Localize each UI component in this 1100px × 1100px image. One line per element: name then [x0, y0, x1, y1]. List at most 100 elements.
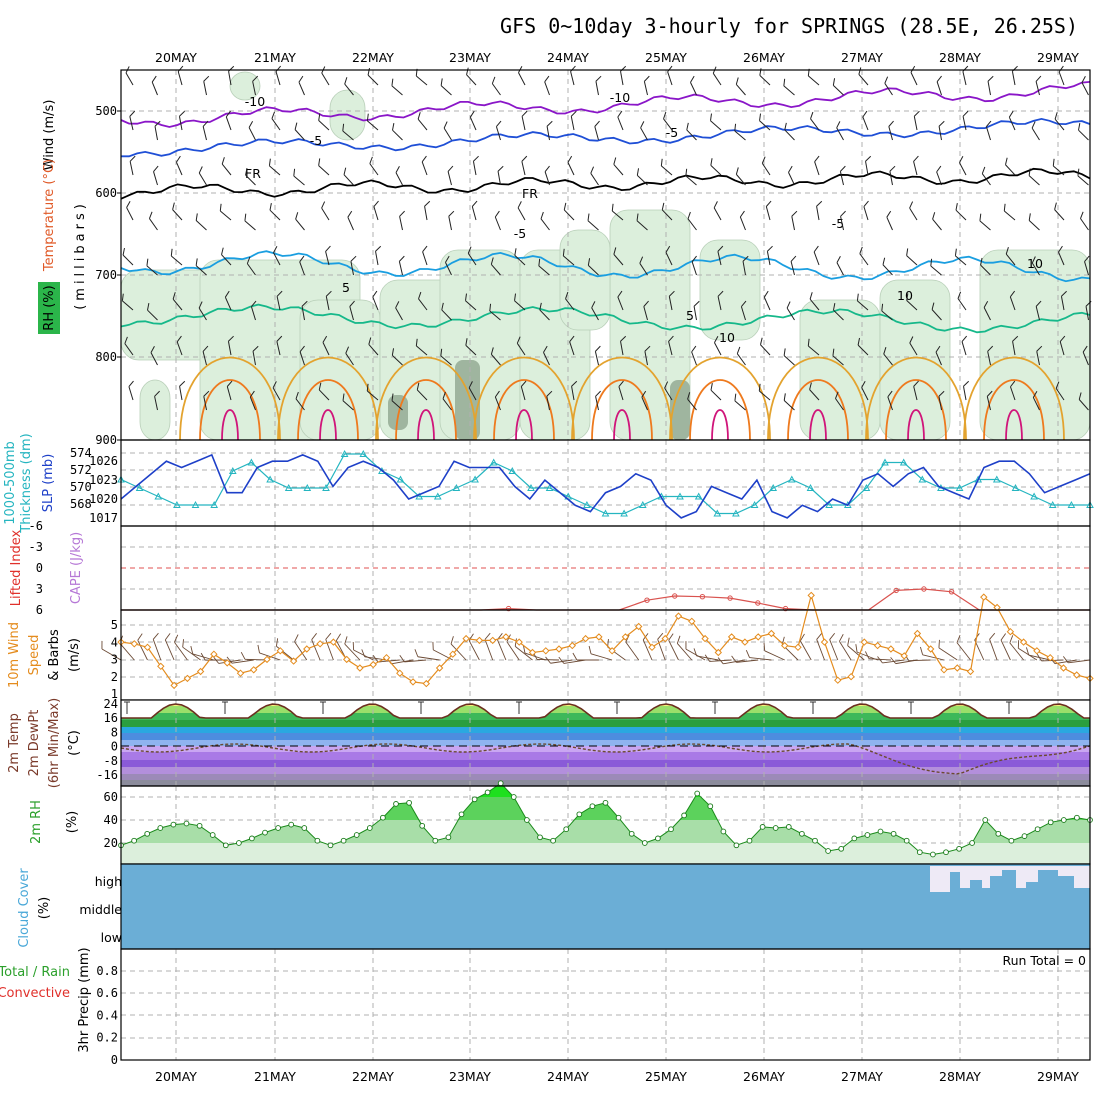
wind10-speed-line	[120, 593, 1091, 687]
wind-barb	[422, 245, 428, 266]
wind-barb	[784, 122, 795, 141]
wind-barb	[344, 77, 354, 96]
wind10-marker	[329, 638, 338, 646]
temp-band	[121, 720, 1090, 727]
wind10-barb	[226, 656, 254, 664]
rh-marker	[916, 849, 923, 856]
thickness-marker	[266, 475, 274, 483]
wind-barb	[369, 156, 379, 176]
wind-barb	[766, 245, 773, 266]
wind-barb	[1054, 112, 1065, 131]
wind-barb	[936, 75, 942, 96]
wind-barb	[153, 165, 159, 186]
wind-barb	[416, 382, 428, 401]
wind10-marker	[276, 647, 285, 655]
rh-marker	[890, 830, 897, 837]
wind-barb	[520, 380, 527, 401]
wind-barb	[122, 247, 134, 266]
wind-barb	[347, 210, 354, 231]
temp-band	[121, 767, 1090, 774]
wind-barb	[293, 168, 305, 186]
precip-tick: 0.2	[96, 1031, 118, 1045]
cloud-tick: middle	[79, 902, 122, 917]
wind-barb	[298, 75, 305, 96]
wind10-barb	[325, 632, 334, 661]
wind-barb	[685, 168, 697, 186]
contour-label: 10	[1027, 256, 1043, 271]
thickness-marker	[974, 475, 983, 483]
wind10-marker	[1019, 638, 1028, 646]
rh-marker	[380, 814, 386, 821]
top-date-label: 27MAY	[841, 50, 883, 65]
wind-barb	[490, 257, 501, 276]
thickness-marker	[1030, 492, 1038, 500]
wind10-barb	[352, 641, 374, 661]
wind-barb	[417, 112, 428, 131]
contour-20-loop	[493, 379, 555, 441]
wind10-markers	[117, 591, 1094, 690]
contour-freezing	[120, 167, 1091, 200]
rh-marker	[144, 830, 151, 837]
wind-barb	[440, 78, 452, 96]
contour-15-loop	[473, 356, 575, 441]
slp-tick: 1023	[89, 473, 118, 487]
thickness-marker	[806, 483, 815, 491]
wind10-marker	[157, 662, 165, 671]
wind-barb	[172, 292, 183, 311]
wind-barb	[791, 210, 798, 231]
wind10-marker	[568, 641, 577, 650]
wind-barb	[909, 201, 918, 221]
thickness-tick: 572	[70, 463, 92, 477]
rh-level	[121, 786, 1090, 797]
rh-blob-dark	[670, 380, 690, 440]
wind10-marker	[1046, 653, 1054, 662]
dewpoint-line	[120, 743, 1091, 775]
wind10-marker	[926, 645, 935, 653]
rh-marker	[877, 828, 884, 835]
rh-marker	[249, 835, 255, 842]
contour-20-loop	[591, 379, 653, 441]
precip-panel: 0.8 0.6 0.4 0.2 0 Run Total = 0 Total / Rain…	[0, 947, 1091, 1067]
wind-barb	[783, 348, 795, 366]
li-marker	[782, 605, 789, 612]
wind-barb	[465, 293, 477, 311]
thickness-marker	[191, 500, 200, 508]
temp-band	[121, 727, 1090, 733]
wind-barb	[639, 256, 648, 276]
wind-barb	[195, 213, 207, 231]
rh-marker	[275, 825, 281, 831]
contour-label: -10	[610, 90, 630, 105]
rh-marker	[537, 834, 543, 841]
wind-barb	[587, 258, 599, 276]
rh-marker	[943, 849, 949, 856]
pressure-axis: 500 600 700 800 900	[95, 104, 121, 447]
wind-barb	[641, 390, 648, 411]
wind10-marker	[621, 633, 630, 641]
wind-barb	[121, 293, 134, 311]
rh-marker	[641, 840, 648, 846]
wind-barb	[840, 210, 846, 231]
cloud-gap	[1026, 866, 1038, 882]
temp2m-label: 2m Temp	[7, 713, 22, 773]
wind-barb	[913, 110, 920, 131]
wind-barb	[1035, 300, 1042, 321]
wind-barb	[640, 121, 648, 141]
temperature-color-bands	[121, 700, 1090, 786]
wind-barb	[514, 248, 526, 266]
wind-barb	[565, 291, 575, 311]
wind10-marker	[130, 640, 139, 648]
wind-barb	[546, 120, 553, 141]
wind10-marker	[608, 647, 616, 655]
cloud-gaps	[930, 866, 1090, 892]
wind10-marker	[183, 674, 192, 683]
contour-25-loop	[515, 409, 533, 441]
rh-marker	[131, 837, 137, 844]
wind10-barb	[152, 632, 162, 661]
wind-barb	[1060, 290, 1067, 311]
wind-barb	[440, 348, 452, 366]
wind-barb	[809, 382, 820, 401]
wind-barb	[1054, 202, 1065, 221]
contour-25-loop	[319, 409, 337, 441]
wind10-barb	[414, 649, 440, 661]
wind-barb	[325, 290, 332, 311]
